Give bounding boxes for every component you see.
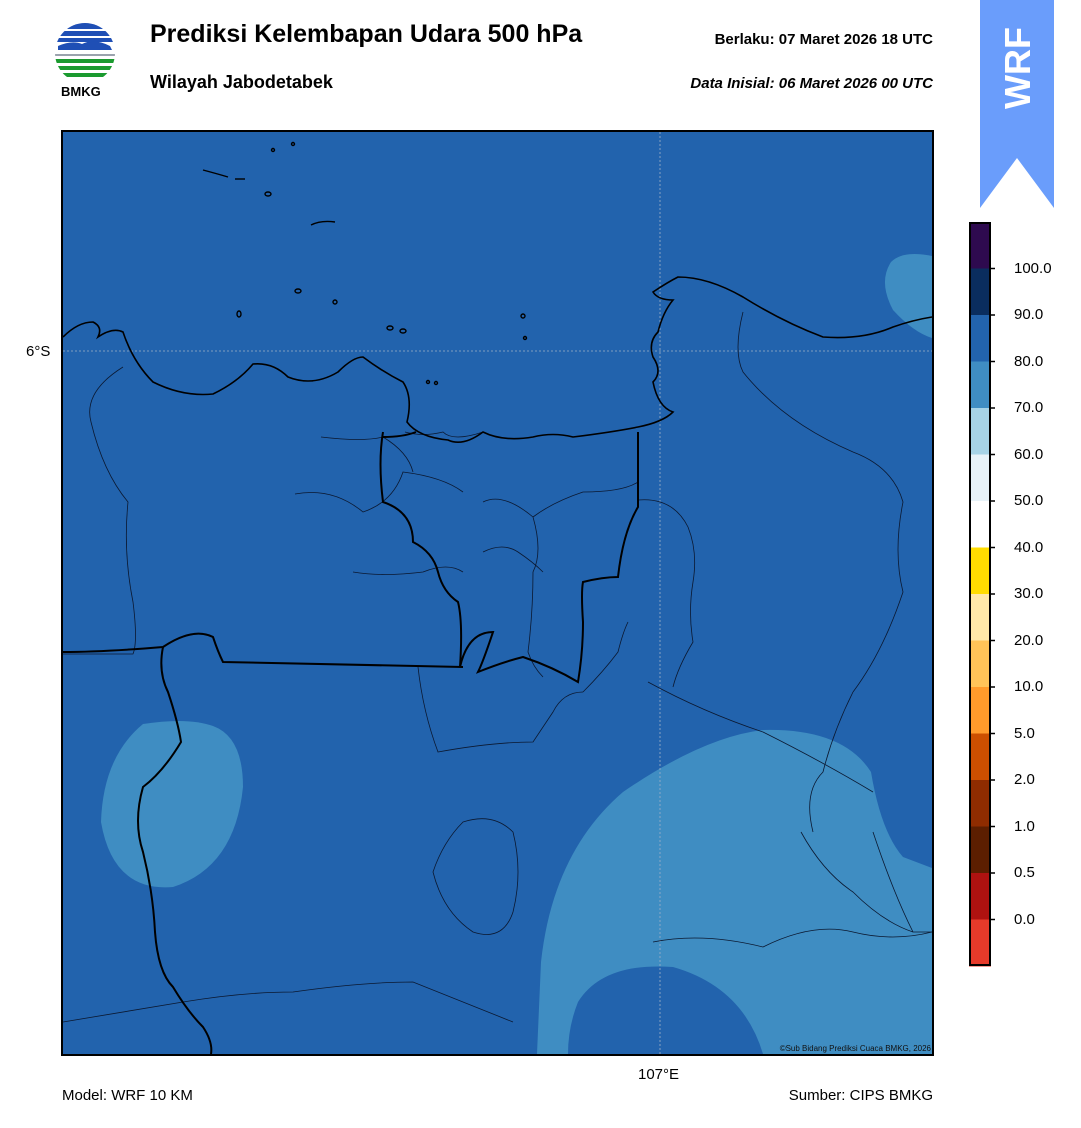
colorbar-segment — [969, 315, 991, 362]
colorbar-tick-label: 60.0 — [1014, 445, 1044, 463]
bmkg-logo-text: BMKG — [61, 84, 101, 99]
map-credit: ©Sub Bidang Prediksi Cuaca BMKG, 2026 — [779, 1044, 931, 1053]
colorbar-segment — [969, 408, 991, 455]
map-canvas — [63, 132, 932, 1054]
colorbar — [969, 222, 995, 967]
colorbar-tick-label: 0.5 — [1014, 864, 1035, 881]
colorbar-tick-label: 2.0 — [1014, 771, 1035, 788]
colorbar-segment — [969, 501, 991, 548]
colorbar-tick-label: 1.0 — [1014, 817, 1035, 835]
islands — [202, 141, 528, 386]
latitude-label: 6°S — [26, 343, 51, 360]
colorbar-segment — [969, 454, 991, 502]
wrf-badge: WRF — [980, 0, 1054, 208]
colorbar-tick-label: 40.0 — [1014, 538, 1044, 556]
colorbar-segment — [969, 594, 991, 641]
colorbar-tick-label: 5.0 — [1014, 724, 1035, 742]
colorbar-tick-label: 20.0 — [1014, 631, 1044, 649]
colorbar-scale — [969, 222, 995, 967]
colorbar-tick-label: 70.0 — [1014, 399, 1044, 416]
bmkg-logo: BMKG — [52, 20, 118, 102]
wrf-badge-text: WRF — [997, 27, 1038, 109]
humidity-area-northeast — [884, 254, 932, 338]
map-subtitle: Wilayah Jabodetabek — [150, 72, 333, 92]
colorbar-tick-label: 0.0 — [1014, 910, 1035, 928]
colorbar-segment — [969, 733, 991, 781]
colorbar-tick-label: 10.0 — [1014, 678, 1044, 695]
colorbar-segment — [969, 268, 991, 316]
map-panel — [61, 130, 934, 1056]
map-title: Prediksi Kelembapan Udara 500 hPa — [150, 20, 583, 48]
humidity-70-80-areas — [101, 254, 932, 1054]
bmkg-logo-icon — [55, 23, 115, 83]
colorbar-segment — [969, 640, 991, 688]
colorbar-segment — [969, 919, 991, 967]
colorbar-tick-label: 100.0 — [1014, 259, 1052, 277]
province-boundaries — [63, 431, 639, 1054]
coastline — [63, 276, 932, 443]
colorbar-segment — [969, 361, 991, 409]
source-info: Sumber: CIPS BMKG — [788, 1087, 933, 1104]
valid-time: Berlaku: 07 Maret 2026 18 UTC — [714, 31, 933, 48]
colorbar-segment — [969, 687, 991, 734]
colorbar-segment — [969, 873, 991, 920]
model-info: Model: WRF 10 KM — [62, 1087, 193, 1104]
colorbar-segment — [969, 826, 991, 874]
colorbar-tick-label: 80.0 — [1014, 352, 1044, 370]
humidity-area-west — [101, 720, 243, 888]
colorbar-tick-label: 50.0 — [1014, 492, 1044, 509]
initial-time: Data Inisial: 06 Maret 2026 00 UTC — [690, 75, 933, 92]
colorbar-segment — [969, 222, 991, 269]
humidity-area-south — [537, 729, 932, 1054]
colorbar-tick-label: 90.0 — [1014, 306, 1044, 323]
longitude-label: 107°E — [638, 1066, 680, 1083]
district-boundaries — [63, 311, 932, 1023]
colorbar-segment — [969, 780, 991, 827]
wrf-badge-shape — [980, 0, 1054, 208]
colorbar-tick-label: 30.0 — [1014, 585, 1044, 602]
colorbar-segment — [969, 547, 991, 595]
